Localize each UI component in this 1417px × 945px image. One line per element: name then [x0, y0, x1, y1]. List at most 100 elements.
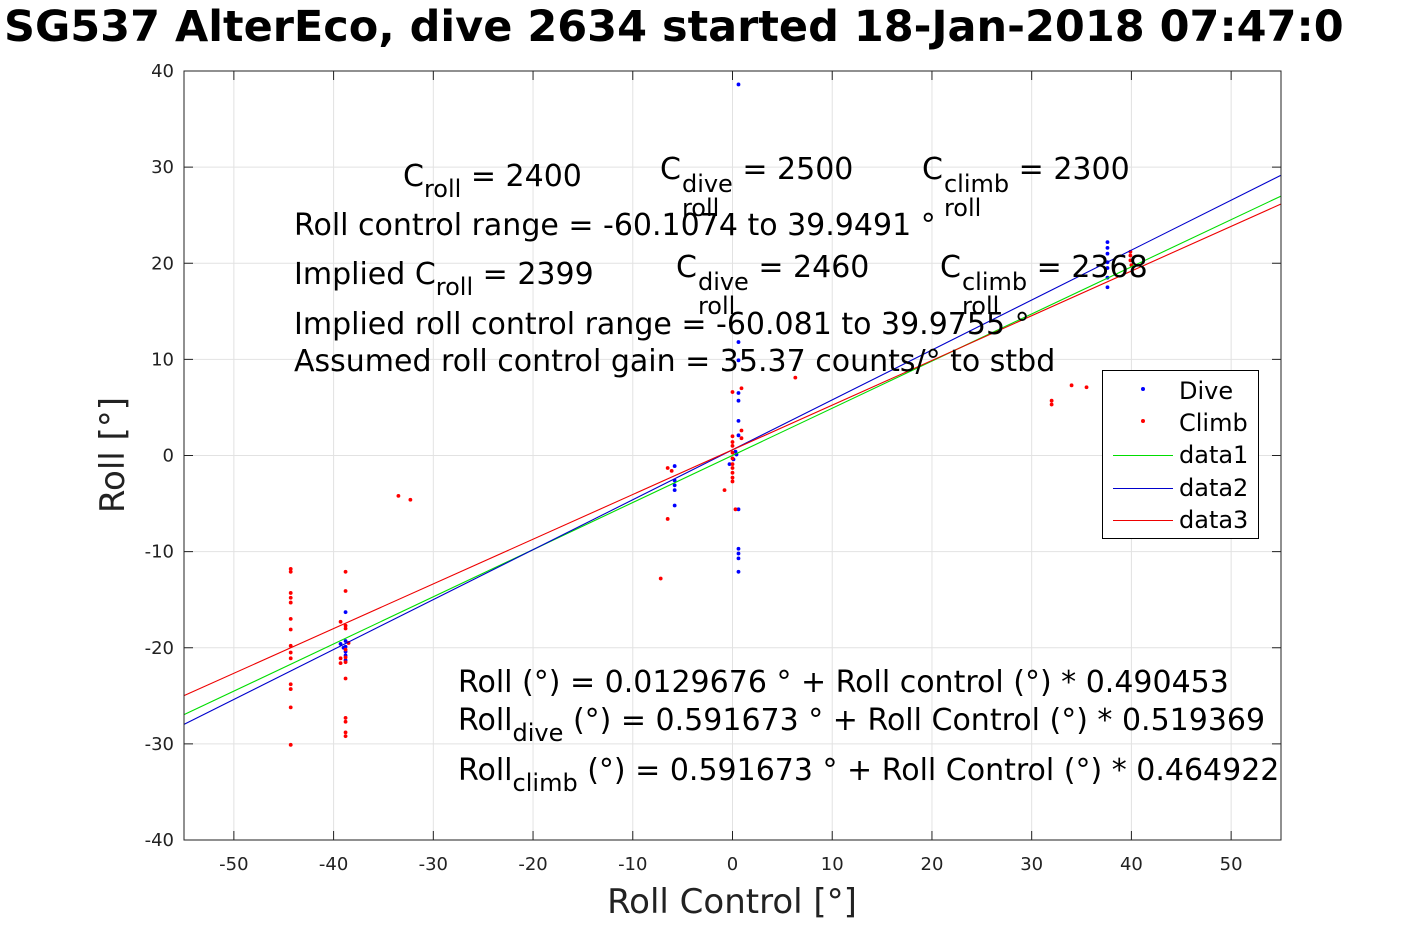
dive-point — [1105, 245, 1110, 250]
y-tick-label: -20 — [145, 638, 174, 659]
dive-point — [1105, 240, 1110, 245]
series-layer — [183, 82, 1282, 747]
climb-point — [1128, 253, 1133, 258]
y-tick-label: -40 — [145, 830, 174, 851]
dive-point — [672, 488, 677, 493]
climb-point — [343, 626, 348, 631]
climb-point — [1049, 402, 1054, 407]
climb-point — [288, 705, 293, 710]
x-axis-label: Roll Control [°] — [607, 882, 857, 922]
climb-point — [288, 569, 293, 574]
series-data1 — [183, 195, 1282, 716]
dive-point — [736, 82, 741, 87]
climb-point — [343, 730, 348, 735]
climb-point — [793, 375, 798, 380]
climb-point — [288, 650, 293, 655]
climb-point — [343, 589, 348, 593]
climb-point — [1069, 383, 1074, 388]
climb-point — [288, 617, 293, 621]
climb-point — [739, 436, 744, 441]
climb-point — [665, 466, 670, 470]
climb-point — [288, 656, 293, 661]
dive-marker-icon — [1141, 387, 1145, 391]
climb-point — [658, 576, 663, 581]
legend-item-data1: data1 — [1103, 441, 1258, 471]
y-tick-label: 30 — [151, 157, 174, 178]
climb-point — [288, 627, 293, 632]
climb-point — [338, 656, 343, 661]
series-data3 — [183, 203, 1282, 697]
series-climb — [288, 249, 1134, 747]
green-line-icon — [1113, 455, 1173, 456]
fit-equation-all: Roll (°) = 0.0129676 ° + Roll control (°… — [458, 665, 1229, 700]
climb-point — [730, 479, 735, 484]
climb-point — [1049, 398, 1054, 403]
dive-point — [736, 398, 741, 403]
legend-item-climb: Climb — [1103, 409, 1258, 439]
climb-point — [730, 440, 735, 444]
plot-frame — [183, 70, 1282, 841]
dive-point — [736, 546, 741, 551]
climb-point — [669, 468, 674, 473]
dive-point — [733, 449, 738, 454]
c-roll-annotation: Croll = 2400 — [403, 159, 582, 203]
dive-point — [338, 642, 343, 646]
climb-point — [730, 434, 735, 439]
climb-point — [288, 567, 293, 571]
x-tick-label: 10 — [821, 854, 844, 875]
climb-point — [338, 619, 343, 624]
y-tick-label: 0 — [163, 446, 174, 467]
climb-point — [730, 456, 735, 461]
x-tick-label: -40 — [319, 854, 348, 875]
dive-point — [736, 556, 741, 561]
climb-point — [343, 734, 348, 739]
climb-point — [730, 462, 735, 467]
red-line-icon — [1113, 520, 1173, 521]
climb-point — [730, 475, 735, 480]
climb-point — [288, 595, 293, 600]
dive-point — [672, 503, 677, 508]
y-tick-label: -30 — [145, 734, 174, 755]
climb-point — [733, 507, 738, 512]
dive-point — [736, 433, 741, 438]
y-tick-label: -10 — [145, 542, 174, 563]
climb-point — [739, 386, 744, 391]
dive-point — [736, 340, 741, 344]
dive-point — [672, 464, 677, 468]
legend-item-data3: data3 — [1103, 506, 1258, 536]
climb-point — [288, 682, 293, 687]
x-tick-label: 20 — [921, 854, 944, 875]
chart-title: SG537 AlterEco, dive 2634 started 18-Jan… — [4, 2, 1344, 52]
x-tick-label: 50 — [1220, 854, 1243, 875]
climb-point — [343, 719, 348, 724]
dive-point — [736, 358, 741, 363]
climb-point — [343, 655, 348, 660]
y-tick-label: 10 — [151, 349, 174, 370]
y-tick-label: 20 — [151, 253, 174, 274]
dive-point — [1105, 285, 1110, 290]
roll-control-range: Roll control range = -60.1074 to 39.9491… — [294, 208, 936, 243]
climb-point — [343, 676, 348, 681]
climb-point — [338, 661, 343, 666]
x-tick-label: -20 — [518, 854, 547, 875]
climb-point — [739, 428, 744, 433]
dive-point — [736, 551, 741, 556]
x-tick-label: -30 — [419, 854, 448, 875]
climb-point — [408, 497, 413, 502]
climb-point — [288, 591, 293, 595]
implied-c-roll: Implied Croll = 2399 — [294, 257, 594, 301]
legend-item-data2: data2 — [1103, 474, 1258, 504]
climb-point — [288, 600, 293, 605]
climb-point — [722, 488, 727, 493]
climb-point — [343, 660, 348, 665]
dive-point — [736, 418, 741, 423]
dive-point — [1105, 251, 1110, 256]
dive-point — [343, 639, 348, 643]
roll-control-gain: Assumed roll control gain = 35.37 counts… — [294, 344, 1056, 379]
y-axis-label: Roll [°] — [93, 397, 133, 513]
x-tick-label: 40 — [1120, 854, 1143, 875]
